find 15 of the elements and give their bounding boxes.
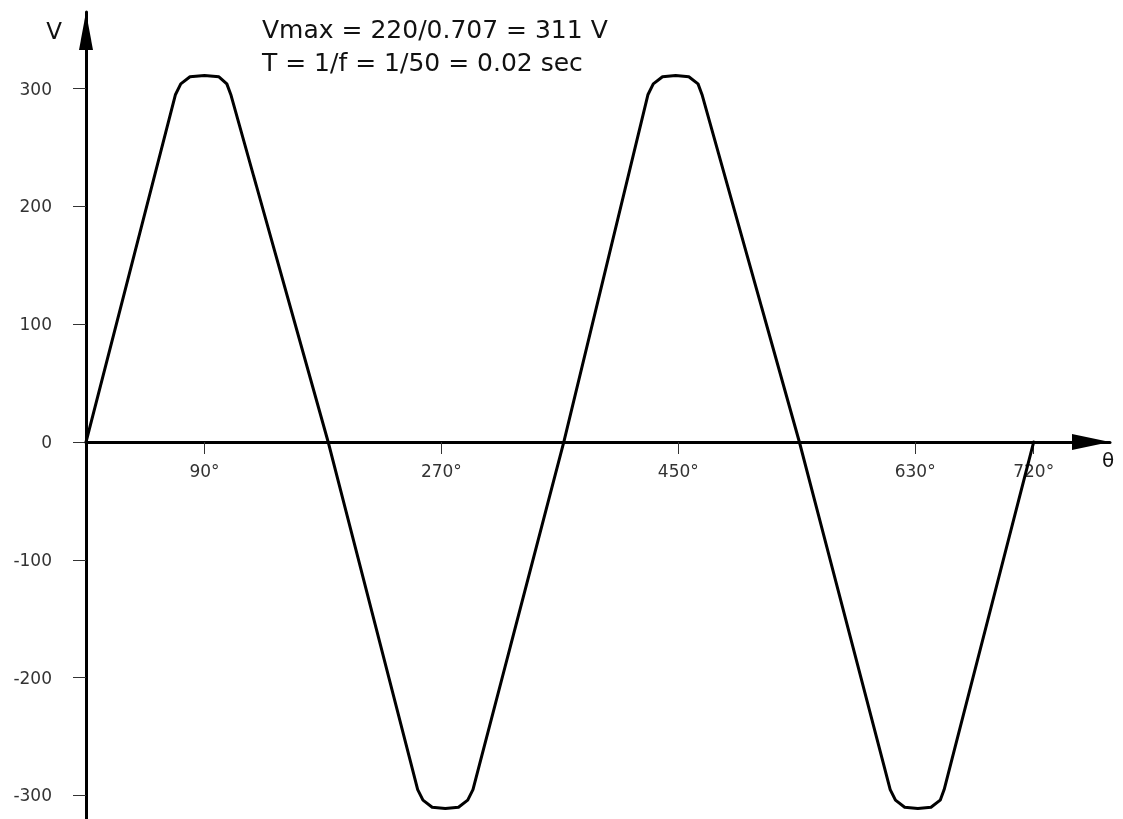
y-tick-label: 100 <box>19 314 52 335</box>
annotation: T = 1/f = 1/50 = 0.02 sec <box>261 48 583 77</box>
y-tick-label: 0 <box>41 432 52 453</box>
y-tick-label: -200 <box>13 667 52 688</box>
x-tick-label: 90° <box>189 460 220 481</box>
x-axis-title: θ <box>1102 448 1115 473</box>
y-axis-title: V <box>46 17 63 44</box>
x-tick-label: 630° <box>894 460 936 481</box>
y-tick-label: 200 <box>19 196 52 217</box>
y-tick-label: -100 <box>13 549 52 570</box>
x-tick-label: 450° <box>657 460 699 481</box>
annotation: Vmax = 220/0.707 = 311 V <box>262 15 608 44</box>
y-tick-label: 300 <box>19 78 52 99</box>
x-tick-label: 270° <box>420 460 462 481</box>
y-tick-label: -300 <box>13 785 52 806</box>
